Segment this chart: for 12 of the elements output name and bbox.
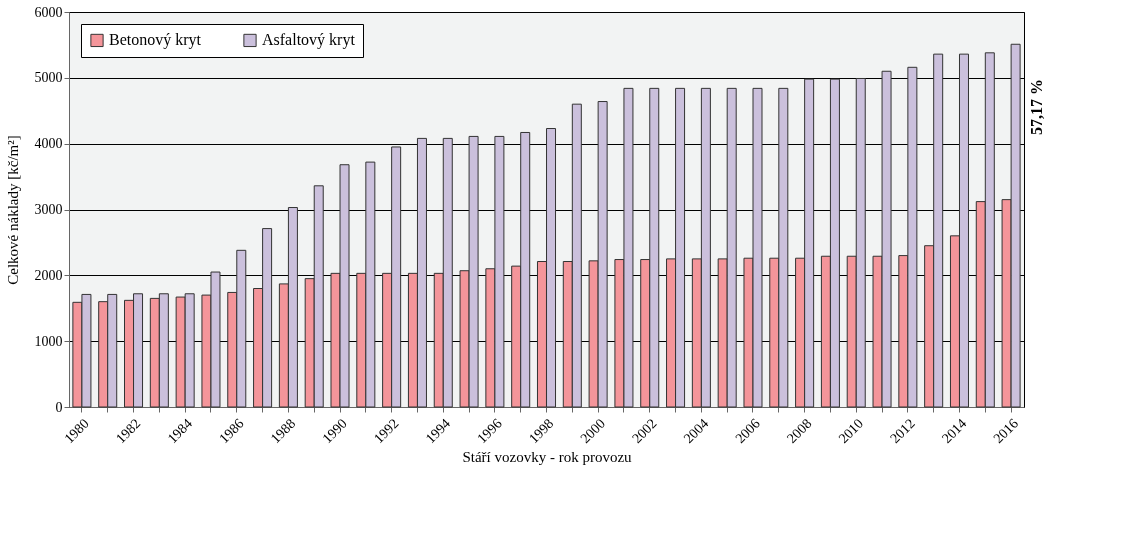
text: 57,17 %	[1028, 79, 1045, 135]
y-tick-label: 2000	[34, 267, 63, 283]
y-tick-label: 3000	[34, 202, 63, 217]
x-axis-title: Stáří vozovky - rok provozu	[462, 449, 633, 466]
legend-label: Betonový kryt	[109, 31, 202, 50]
y-tick-label: 1000	[34, 333, 63, 349]
y-axis-title: Celkové náklady [kč/m²]	[4, 135, 21, 285]
y-tick-label: 6000	[34, 4, 63, 20]
y-tick-label: 0	[55, 399, 63, 415]
y-tick-label: 5000	[34, 70, 63, 86]
legend-label: Asfaltový kryt	[262, 31, 356, 50]
y-tick-label: 4000	[34, 136, 63, 152]
